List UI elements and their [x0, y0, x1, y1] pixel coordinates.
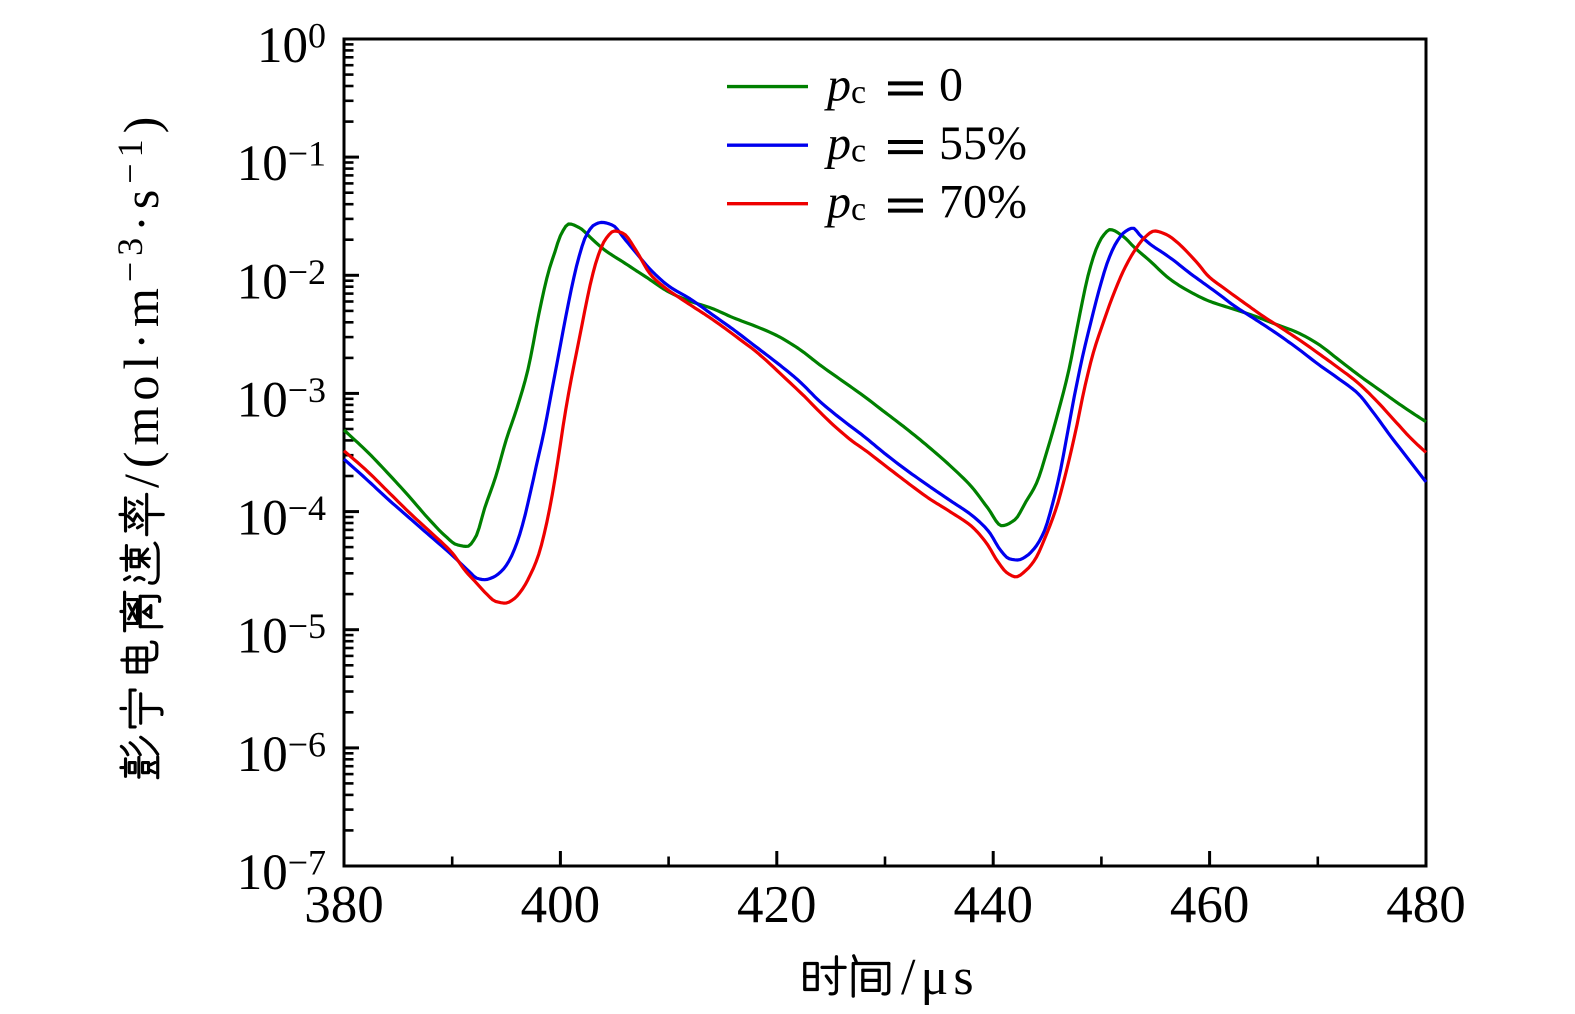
svg-text:10−7: 10−7	[237, 843, 326, 902]
svg-text:380: 380	[304, 876, 384, 934]
svg-text:460: 460	[1170, 876, 1250, 934]
svg-text:440: 440	[953, 876, 1033, 934]
svg-text:55%: 55%	[939, 117, 1027, 170]
svg-text:70%: 70%	[939, 176, 1027, 229]
svg-text:10−5: 10−5	[237, 606, 326, 665]
svg-text:10−3: 10−3	[237, 370, 326, 429]
svg-text:400: 400	[521, 876, 601, 934]
svg-text:10−2: 10−2	[237, 252, 326, 311]
svg-text:480: 480	[1386, 876, 1466, 934]
svg-text:10−4: 10−4	[237, 488, 326, 547]
svg-text:100: 100	[257, 16, 326, 75]
svg-text:/μs: /μs	[901, 949, 979, 1006]
svg-text:pc: pc	[824, 117, 866, 170]
svg-text:420: 420	[737, 876, 817, 934]
svg-text:pc: pc	[824, 59, 866, 112]
svg-text:0: 0	[939, 59, 963, 112]
svg-text:10−1: 10−1	[237, 134, 326, 193]
svg-text:10−6: 10−6	[237, 724, 326, 783]
svg-text:pc: pc	[824, 176, 866, 229]
